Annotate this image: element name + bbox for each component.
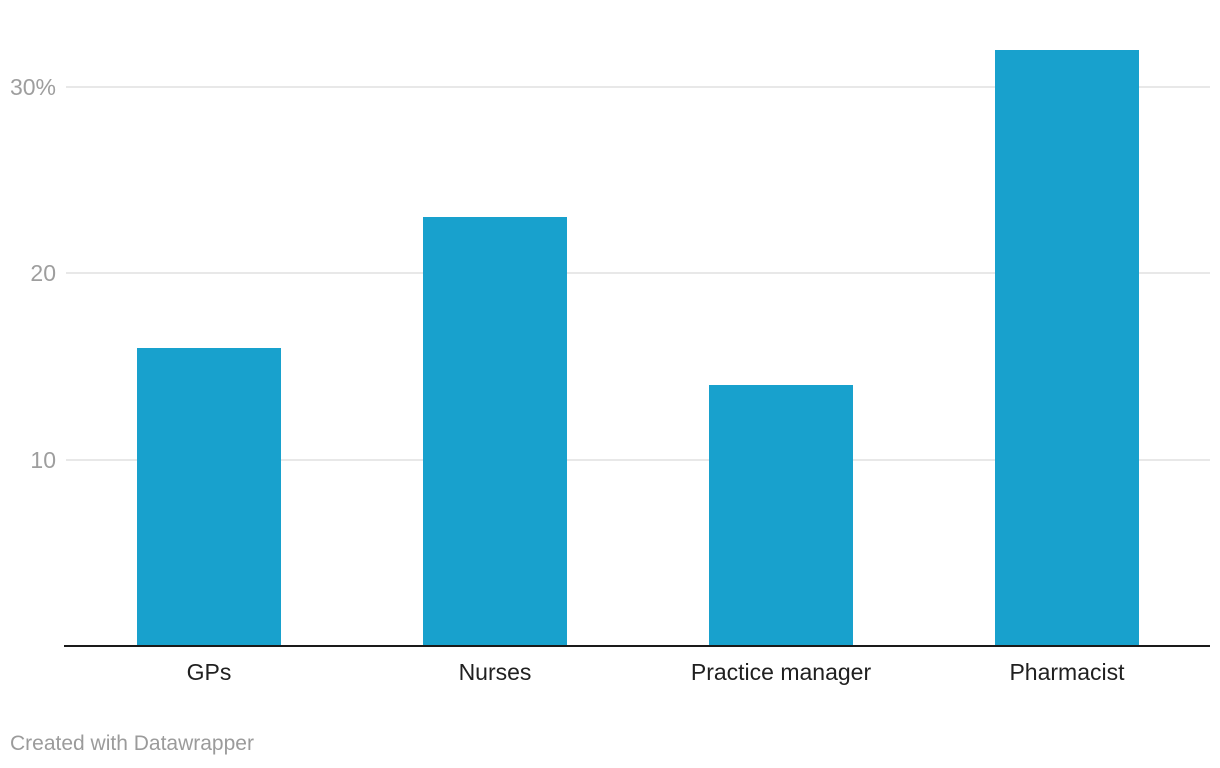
bar-practice-manager	[709, 385, 853, 646]
datawrapper-attribution: Created with Datawrapper	[10, 732, 254, 755]
x-axis-label-pharmacist: Pharmacist	[1009, 659, 1125, 685]
bar-nurses	[423, 217, 567, 646]
y-tick-label-30: 30%	[9, 74, 56, 100]
x-axis-label-nurses: Nurses	[458, 659, 532, 685]
y-tick-label-10: 10	[30, 446, 56, 473]
gridline-30	[66, 86, 1210, 88]
x-axis-label-gps: GPs	[186, 659, 232, 685]
bar-pharmacist	[995, 49, 1139, 646]
x-axis-line	[64, 645, 1210, 648]
bar-gps	[137, 347, 281, 646]
y-tick-label-20: 20	[30, 260, 56, 287]
gridline-10	[66, 458, 1210, 461]
gridline-20	[66, 272, 1210, 275]
x-axis-label-practice-manager: Practice manager	[690, 659, 872, 685]
